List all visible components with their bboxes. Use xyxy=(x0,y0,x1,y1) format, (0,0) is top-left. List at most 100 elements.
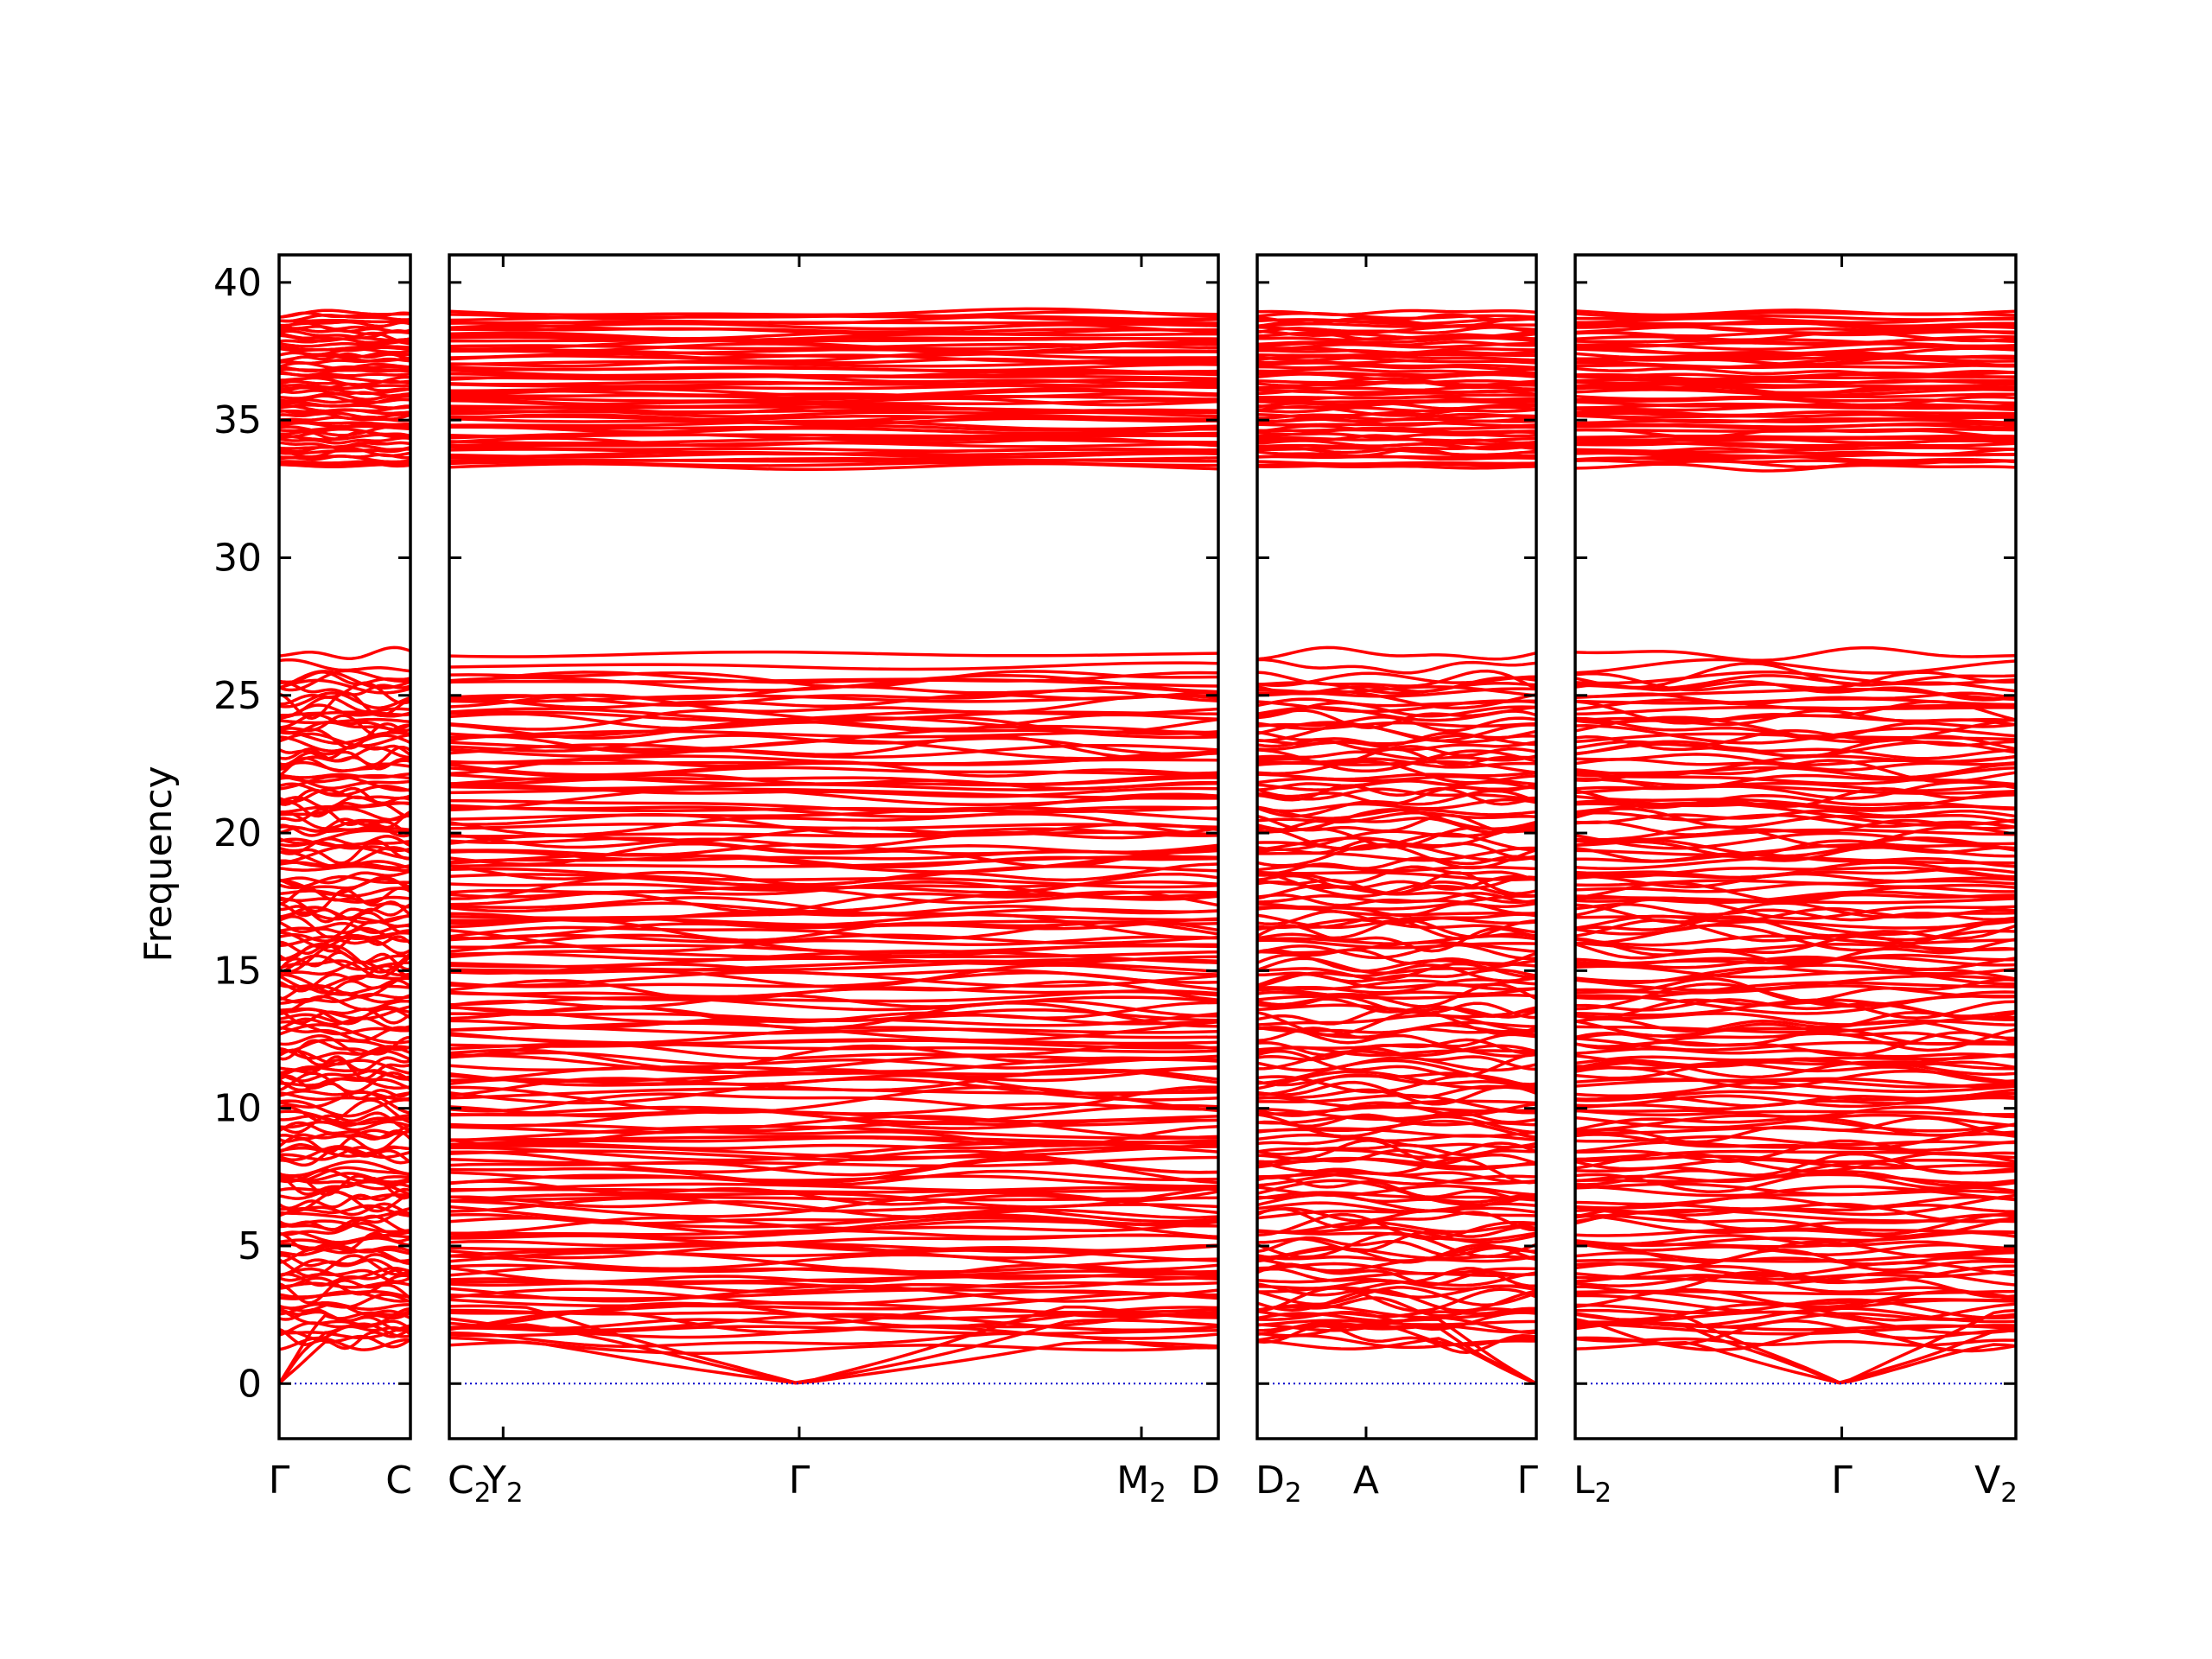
optical-band xyxy=(279,1168,410,1184)
optical-band xyxy=(279,1268,410,1284)
optical-band xyxy=(449,1051,1218,1070)
optical-band xyxy=(1575,308,2016,317)
optical-band xyxy=(279,1206,410,1220)
optical-band xyxy=(449,707,1218,723)
bands-p4 xyxy=(1575,308,2016,1385)
optical-band xyxy=(279,1189,410,1200)
optical-band xyxy=(449,1149,1218,1174)
optical-band xyxy=(279,696,410,719)
optical-band xyxy=(279,713,410,732)
optical-band xyxy=(449,436,1218,448)
optical-band xyxy=(1257,671,1536,688)
optical-band xyxy=(279,869,410,885)
optical-band xyxy=(279,1236,410,1248)
panel-frame-p4 xyxy=(1573,253,2018,1440)
optical-band xyxy=(1257,1014,1536,1033)
optical-band xyxy=(449,1263,1218,1277)
optical-band xyxy=(449,1118,1218,1133)
optical-band xyxy=(279,938,410,956)
optical-band xyxy=(1575,645,2016,663)
optical-band xyxy=(449,378,1218,386)
y-tick-label: 0 xyxy=(238,1362,262,1406)
optical-band xyxy=(1575,915,2016,940)
optical-band xyxy=(449,928,1218,953)
optical-band xyxy=(449,685,1218,707)
optical-band xyxy=(449,709,1218,734)
optical-band xyxy=(1257,311,1536,321)
panel-frame-p2 xyxy=(448,253,1220,1440)
optical-band xyxy=(1257,340,1536,350)
optical-band xyxy=(1575,1012,2016,1027)
optical-band xyxy=(1575,1227,2016,1237)
optical-band xyxy=(279,375,410,384)
optical-band xyxy=(1257,957,1536,975)
optical-band xyxy=(1575,436,2016,442)
optical-band xyxy=(449,1185,1218,1194)
optical-band xyxy=(1257,676,1536,695)
optical-band xyxy=(1257,810,1536,824)
optical-band xyxy=(1257,1058,1536,1086)
optical-band xyxy=(1257,1207,1536,1223)
optical-band xyxy=(1257,388,1536,394)
optical-band xyxy=(1575,428,2016,433)
optical-band xyxy=(1257,393,1536,400)
optical-band xyxy=(1257,669,1536,690)
optical-band xyxy=(1575,671,2016,686)
optical-band xyxy=(1575,937,2016,967)
optical-band xyxy=(1257,993,1536,1001)
optical-band xyxy=(279,1160,410,1178)
optical-band xyxy=(1257,1220,1536,1234)
optical-band xyxy=(279,1321,410,1338)
optical-band xyxy=(1575,843,2016,858)
optical-band xyxy=(279,1247,410,1266)
bands-layer xyxy=(279,307,2016,1385)
optical-band xyxy=(449,707,1218,722)
acoustic-branch xyxy=(1575,1340,2016,1385)
optical-band xyxy=(1257,1225,1536,1253)
optical-band xyxy=(449,1155,1218,1168)
optical-band xyxy=(1257,1073,1536,1096)
optical-band xyxy=(279,1266,410,1280)
optical-band xyxy=(1257,1303,1536,1320)
optical-band xyxy=(449,445,1218,453)
optical-band xyxy=(1257,1192,1536,1205)
optical-band xyxy=(449,1212,1218,1226)
optical-band xyxy=(1257,948,1536,967)
acoustic-branch xyxy=(1257,1337,1536,1385)
optical-band xyxy=(1575,890,2016,905)
optical-band xyxy=(279,339,410,348)
optical-band xyxy=(1575,1274,2016,1300)
y-tick-label: 35 xyxy=(213,398,262,442)
optical-band xyxy=(279,955,410,979)
optical-band xyxy=(1575,441,2016,448)
optical-band xyxy=(279,944,410,974)
optical-band xyxy=(1575,793,2016,811)
optical-band xyxy=(1575,724,2016,745)
optical-band xyxy=(1575,414,2016,424)
optical-band xyxy=(279,887,410,898)
optical-band xyxy=(1257,460,1536,466)
optical-band xyxy=(279,308,410,319)
optical-band xyxy=(1575,915,2016,930)
optical-band xyxy=(1575,784,2016,795)
optical-band xyxy=(449,1250,1218,1274)
optical-band xyxy=(449,986,1218,999)
optical-band xyxy=(279,1214,410,1233)
y-tick-label: 10 xyxy=(213,1087,262,1131)
optical-band xyxy=(279,1290,410,1300)
optical-band xyxy=(1257,364,1536,372)
optical-band xyxy=(1575,766,2016,785)
optical-band xyxy=(449,1103,1218,1124)
optical-band xyxy=(1257,1143,1536,1157)
optical-band xyxy=(1257,750,1536,762)
optical-band xyxy=(449,867,1218,889)
optical-band xyxy=(1575,1195,2016,1209)
optical-band xyxy=(449,862,1218,887)
optical-band xyxy=(1575,338,2016,348)
optical-band xyxy=(279,658,410,673)
optical-band xyxy=(1575,1047,2016,1059)
optical-band xyxy=(1575,901,2016,924)
optical-band xyxy=(279,1023,410,1045)
optical-band xyxy=(1257,1296,1536,1318)
